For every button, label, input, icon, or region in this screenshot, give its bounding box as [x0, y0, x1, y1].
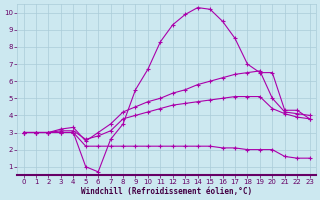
X-axis label: Windchill (Refroidissement éolien,°C): Windchill (Refroidissement éolien,°C) — [81, 187, 252, 196]
